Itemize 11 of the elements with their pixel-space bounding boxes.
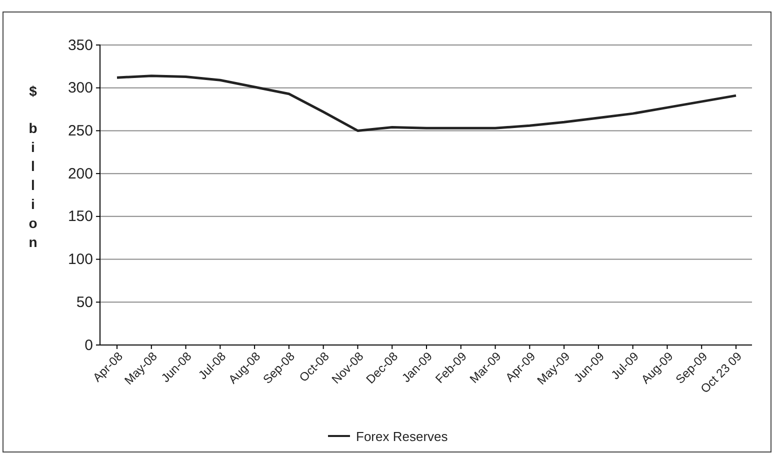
legend-label: Forex Reserves: [356, 429, 448, 444]
text: $ billion: [28, 83, 38, 250]
y-tick-label: 150: [68, 208, 93, 226]
y-tick-label: 350: [68, 36, 93, 54]
y-tick-label: 100: [68, 251, 93, 268]
y-tick-label: 0: [84, 336, 93, 354]
line-series: [116, 74, 738, 132]
y-tick-label: 300: [68, 80, 93, 97]
y-tick-label: 50: [76, 294, 93, 311]
y-tick-label: 250: [68, 122, 93, 140]
y-tick-label: 200: [68, 165, 93, 182]
